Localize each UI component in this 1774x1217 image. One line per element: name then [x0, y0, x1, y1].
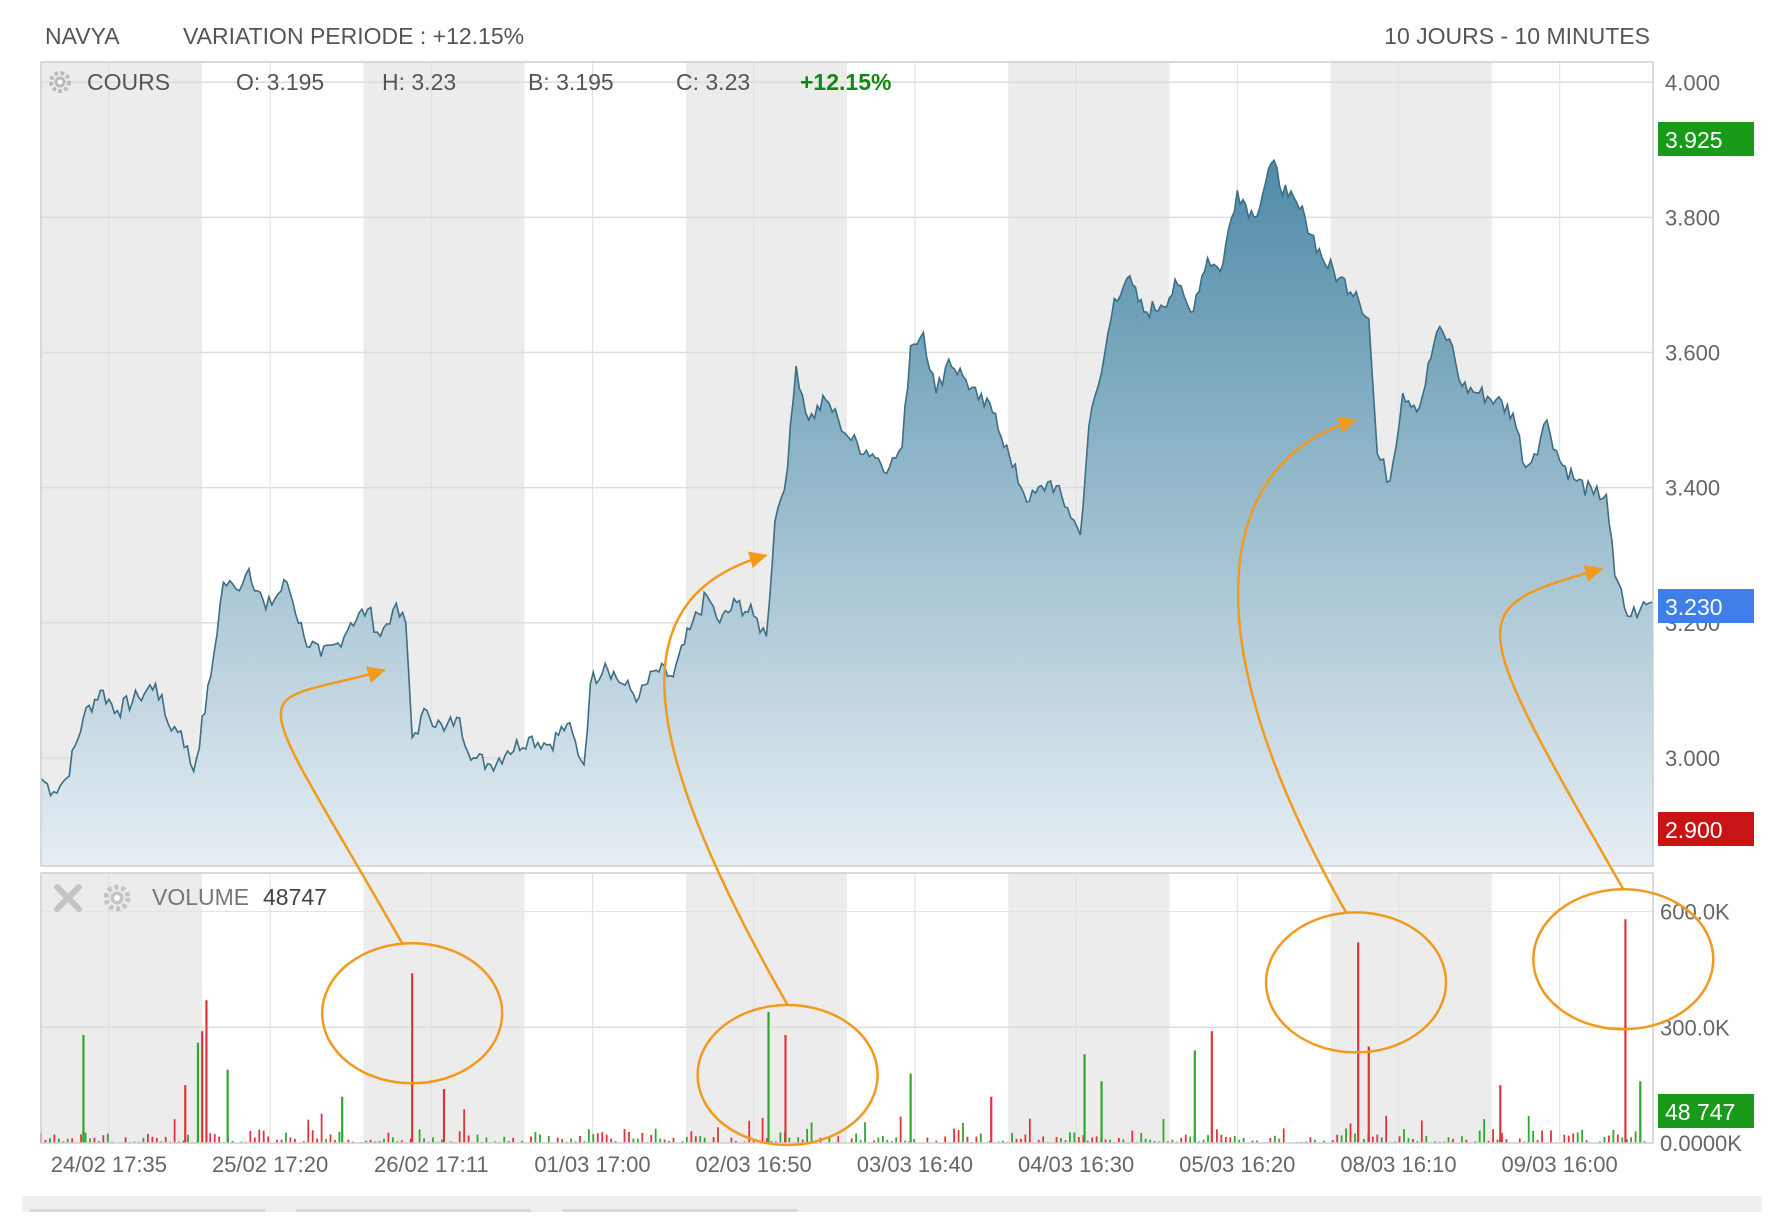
- last-price-flag: 3.230: [1658, 589, 1754, 623]
- high-price-flag: 3.925: [1658, 122, 1754, 156]
- price-y-tick: 3.000: [1665, 746, 1720, 771]
- change-value: +12.15%: [800, 69, 891, 95]
- svg-text:2.900: 2.900: [1665, 817, 1723, 843]
- session-band: [1008, 873, 1170, 1143]
- volume-y-tick: 600.0K: [1660, 900, 1730, 925]
- annotation-arrow: [1498, 567, 1625, 890]
- svg-text:48 747: 48 747: [1665, 1099, 1735, 1125]
- close-value: C: 3.23: [676, 69, 750, 95]
- symbol-label: NAVYA: [45, 23, 120, 49]
- annotation-arrowhead: [1337, 416, 1358, 433]
- price-settings-gear-icon[interactable]: [49, 71, 71, 93]
- high-value: H: 3.23: [382, 69, 456, 95]
- annotation-circle: [1532, 888, 1715, 1031]
- bottom-tab-2[interactable]: [296, 1209, 531, 1212]
- price-panel-border: [40, 61, 1654, 867]
- price-y-tick: 3.800: [1665, 205, 1720, 230]
- annotation-arrowhead: [747, 551, 768, 569]
- price-panel-label: COURS: [87, 69, 170, 95]
- period-label: 10 JOURS - 10 MINUTES: [1384, 23, 1650, 49]
- volume-session-bands: [41, 873, 1492, 1143]
- price-y-tick: 3.600: [1665, 341, 1720, 366]
- x-tick-label: 03/03 16:40: [857, 1152, 973, 1177]
- x-tick-label: 08/03 16:10: [1340, 1152, 1456, 1177]
- volume-panel-label: VOLUME: [152, 884, 249, 910]
- x-tick-label: 01/03 17:00: [534, 1152, 650, 1177]
- session-band: [41, 873, 203, 1143]
- x-tick-label: 25/02 17:20: [212, 1152, 328, 1177]
- price-y-tick: 3.400: [1665, 476, 1720, 501]
- open-value: O: 3.195: [236, 69, 324, 95]
- annotation-arrowhead: [1583, 565, 1604, 582]
- x-tick-label: 05/03 16:20: [1179, 1152, 1295, 1177]
- x-tick-label: 24/02 17:35: [51, 1152, 167, 1177]
- x-axis: 24/02 17:35 25/02 17:20 26/02 17:11 01/03 1…: [51, 1152, 1618, 1177]
- volume-panel-border: [40, 872, 1654, 1144]
- price-y-tick: 4.000: [1665, 70, 1720, 95]
- volume-bars: [40, 919, 1650, 1143]
- svg-text:3.230: 3.230: [1665, 594, 1723, 620]
- x-tick-label: 09/03 16:00: [1502, 1152, 1618, 1177]
- annotations: [279, 416, 1715, 1147]
- x-tick-label: 04/03 16:30: [1018, 1152, 1134, 1177]
- x-tick-label: 02/03 16:50: [696, 1152, 812, 1177]
- annotation-arrowhead: [366, 666, 386, 683]
- annotation-arrow: [279, 668, 404, 944]
- volume-close-icon[interactable]: [54, 884, 82, 912]
- annotation-arrow: [663, 554, 789, 1006]
- volume-settings-gear-icon[interactable]: [103, 884, 131, 912]
- bottom-tab-3[interactable]: [562, 1209, 797, 1212]
- annotation-arrow: [1236, 418, 1357, 914]
- annotation-circle: [320, 942, 504, 1085]
- low-price-flag: 2.900: [1658, 812, 1754, 846]
- volume-y-tick: 0.0000K: [1660, 1131, 1742, 1156]
- price-line: [40, 158, 1653, 798]
- annotation-circle: [1264, 911, 1448, 1054]
- variation-label: VARIATION PERIODE : +12.15%: [183, 23, 524, 49]
- bottom-toolbar: [22, 1196, 1762, 1212]
- x-tick-label: 26/02 17:11: [374, 1152, 489, 1177]
- bottom-tab-1[interactable]: [30, 1209, 265, 1212]
- svg-text:3.925: 3.925: [1665, 127, 1723, 153]
- volume-value: 48747: [263, 884, 327, 910]
- volume-last-flag: 48 747: [1658, 1094, 1754, 1128]
- low-value: B: 3.195: [528, 69, 614, 95]
